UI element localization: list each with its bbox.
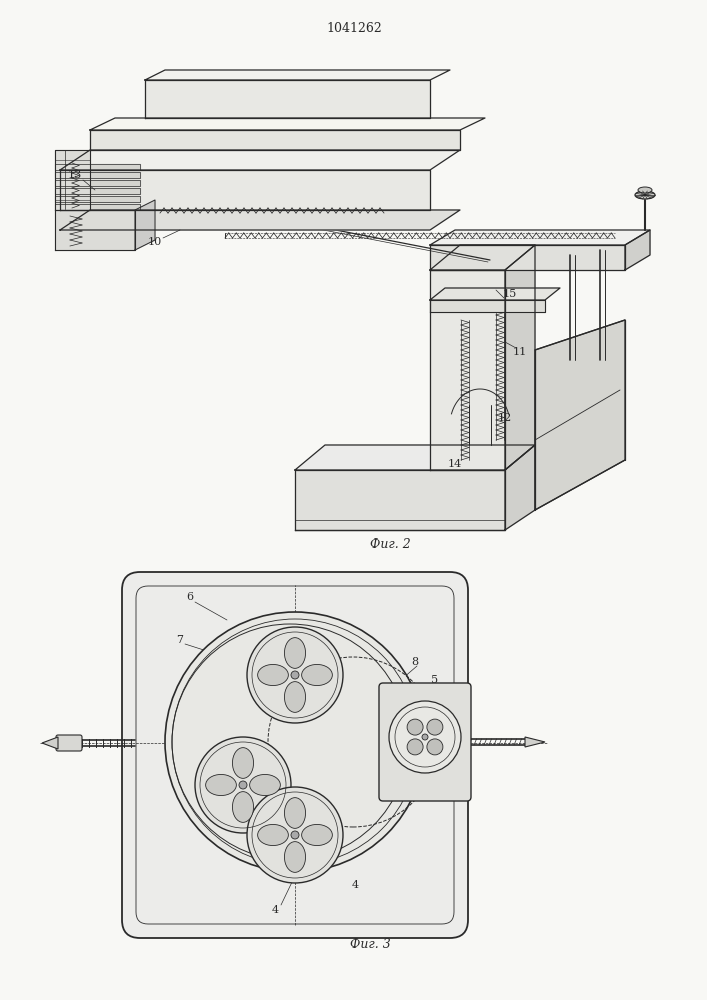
Circle shape bbox=[239, 781, 247, 789]
Circle shape bbox=[407, 719, 423, 735]
Polygon shape bbox=[625, 230, 650, 270]
Ellipse shape bbox=[215, 74, 225, 78]
Circle shape bbox=[407, 739, 423, 755]
Ellipse shape bbox=[457, 315, 473, 321]
Text: 12: 12 bbox=[498, 413, 512, 423]
Circle shape bbox=[247, 787, 343, 883]
Polygon shape bbox=[430, 270, 505, 470]
Text: 14: 14 bbox=[448, 459, 462, 469]
Ellipse shape bbox=[469, 401, 491, 409]
Ellipse shape bbox=[302, 824, 332, 846]
Ellipse shape bbox=[257, 664, 288, 686]
Polygon shape bbox=[55, 180, 140, 186]
Ellipse shape bbox=[638, 187, 652, 193]
Ellipse shape bbox=[233, 792, 254, 822]
FancyBboxPatch shape bbox=[122, 572, 468, 938]
Circle shape bbox=[483, 483, 497, 497]
Ellipse shape bbox=[469, 441, 491, 449]
Circle shape bbox=[195, 737, 291, 833]
Ellipse shape bbox=[284, 842, 305, 872]
Polygon shape bbox=[295, 445, 535, 470]
FancyBboxPatch shape bbox=[379, 683, 471, 801]
Ellipse shape bbox=[284, 682, 305, 712]
Polygon shape bbox=[55, 172, 140, 178]
Ellipse shape bbox=[250, 774, 281, 796]
Text: 6: 6 bbox=[187, 592, 194, 602]
Circle shape bbox=[247, 627, 343, 723]
Text: 4: 4 bbox=[351, 880, 358, 890]
Text: 7: 7 bbox=[177, 635, 184, 645]
Polygon shape bbox=[42, 737, 58, 749]
Polygon shape bbox=[55, 188, 140, 194]
Circle shape bbox=[389, 701, 461, 773]
Ellipse shape bbox=[635, 191, 655, 199]
Text: 4: 4 bbox=[271, 905, 279, 915]
Polygon shape bbox=[430, 300, 545, 312]
Text: 5: 5 bbox=[431, 675, 438, 685]
Polygon shape bbox=[535, 320, 625, 510]
Polygon shape bbox=[60, 170, 430, 210]
Circle shape bbox=[291, 671, 299, 679]
Polygon shape bbox=[430, 245, 535, 270]
Text: 15: 15 bbox=[503, 289, 517, 299]
Ellipse shape bbox=[284, 638, 305, 668]
Polygon shape bbox=[145, 80, 430, 118]
Ellipse shape bbox=[233, 748, 254, 778]
Polygon shape bbox=[55, 210, 135, 250]
Polygon shape bbox=[60, 150, 460, 170]
Polygon shape bbox=[430, 230, 650, 245]
Polygon shape bbox=[90, 118, 485, 130]
Text: 8: 8 bbox=[411, 657, 419, 667]
Polygon shape bbox=[55, 164, 140, 170]
Polygon shape bbox=[430, 245, 625, 270]
Ellipse shape bbox=[206, 774, 236, 796]
Circle shape bbox=[165, 612, 425, 872]
Text: 11: 11 bbox=[513, 347, 527, 357]
Polygon shape bbox=[295, 470, 505, 530]
Polygon shape bbox=[525, 737, 545, 747]
Polygon shape bbox=[505, 445, 535, 530]
Text: Фиг. 2: Фиг. 2 bbox=[370, 538, 410, 552]
Ellipse shape bbox=[257, 824, 288, 846]
Polygon shape bbox=[135, 200, 155, 250]
Polygon shape bbox=[430, 288, 560, 300]
FancyBboxPatch shape bbox=[56, 735, 82, 751]
Text: Фиг. 3: Фиг. 3 bbox=[350, 938, 390, 952]
Ellipse shape bbox=[492, 295, 508, 301]
Ellipse shape bbox=[385, 74, 395, 78]
Polygon shape bbox=[60, 210, 460, 230]
Circle shape bbox=[291, 831, 299, 839]
Circle shape bbox=[422, 734, 428, 740]
Text: 13: 13 bbox=[68, 170, 82, 180]
Circle shape bbox=[427, 739, 443, 755]
Polygon shape bbox=[55, 150, 90, 210]
Ellipse shape bbox=[302, 664, 332, 686]
Text: 10: 10 bbox=[148, 237, 162, 247]
Ellipse shape bbox=[593, 359, 611, 365]
Polygon shape bbox=[505, 245, 535, 470]
Ellipse shape bbox=[284, 798, 305, 828]
Polygon shape bbox=[145, 70, 450, 80]
Polygon shape bbox=[55, 196, 140, 202]
Text: 1041262: 1041262 bbox=[326, 21, 382, 34]
Polygon shape bbox=[55, 204, 140, 210]
Polygon shape bbox=[90, 130, 460, 150]
Circle shape bbox=[427, 719, 443, 735]
Text: 5: 5 bbox=[440, 780, 447, 790]
Text: 4: 4 bbox=[197, 790, 204, 800]
Circle shape bbox=[313, 498, 327, 512]
